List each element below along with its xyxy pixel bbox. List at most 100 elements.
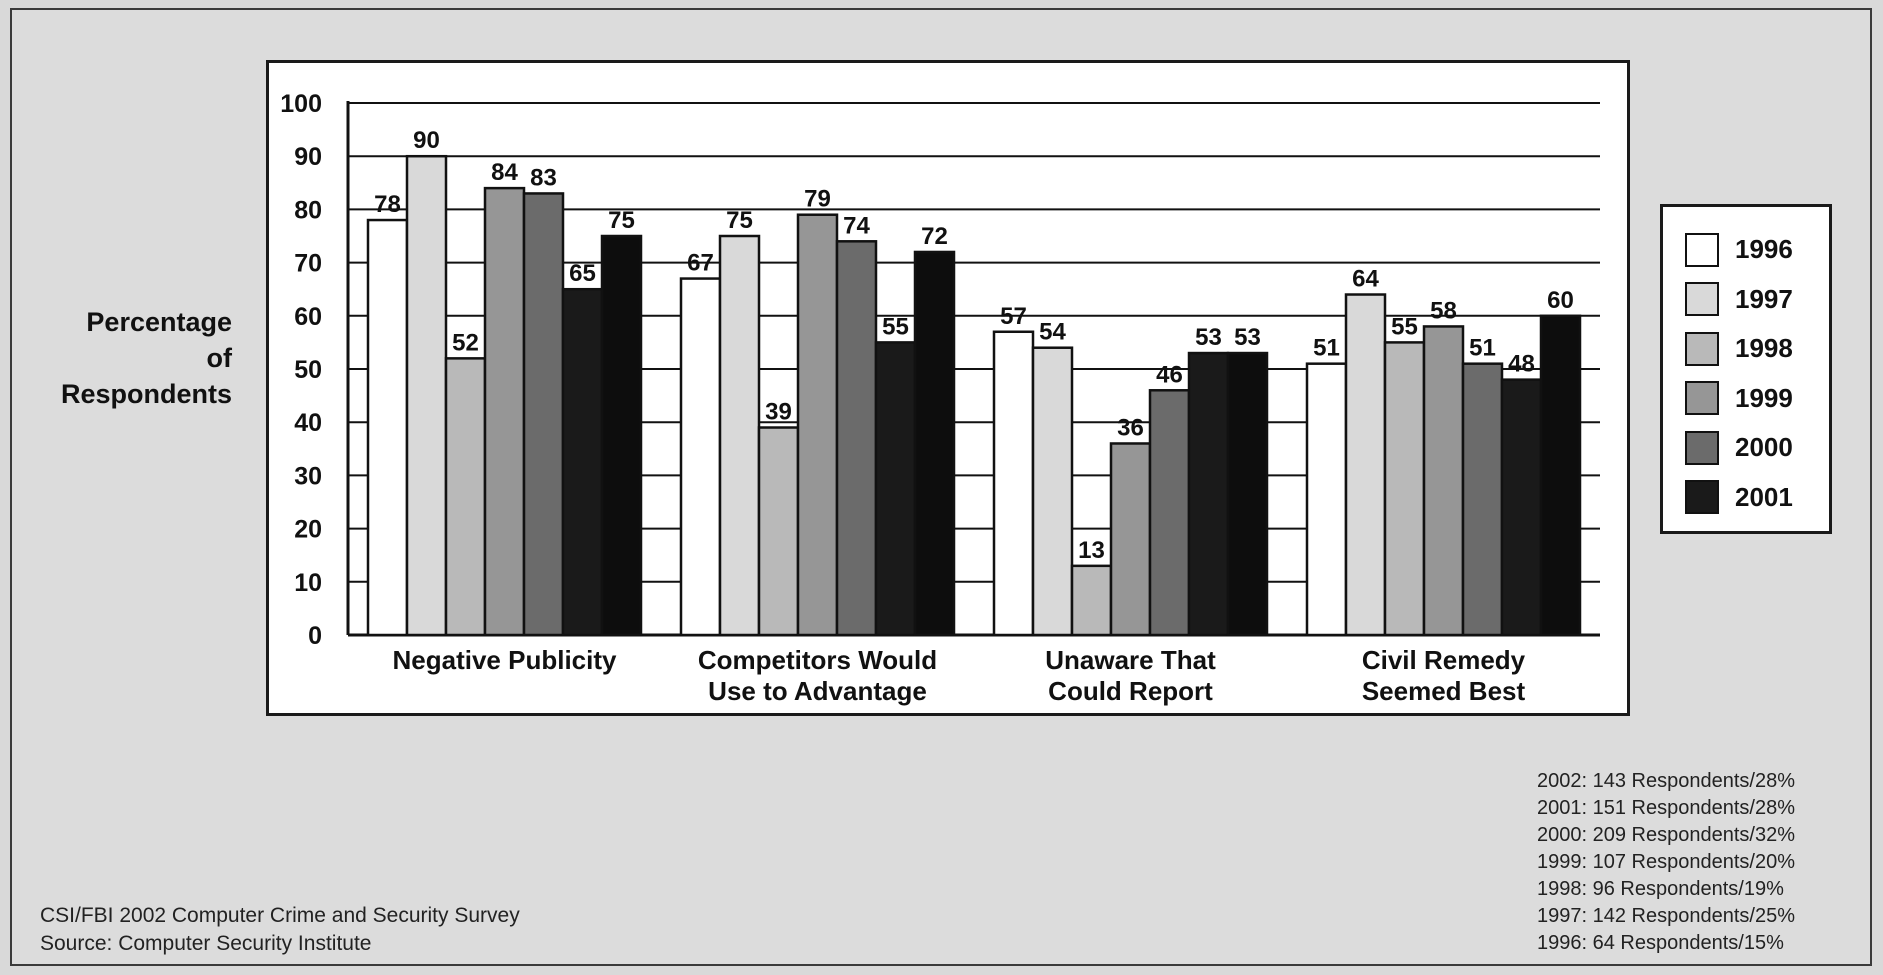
legend-swatch bbox=[1685, 331, 1719, 366]
data-label: 74 bbox=[843, 212, 870, 239]
data-label: 72 bbox=[921, 223, 948, 250]
data-label: 65 bbox=[569, 260, 596, 287]
bar bbox=[522, 192, 565, 637]
bar bbox=[992, 330, 1035, 637]
y-axis-label-line: Respondents bbox=[60, 379, 232, 409]
legend-item: 1998 bbox=[1663, 324, 1829, 374]
bar bbox=[835, 240, 878, 637]
data-label: 55 bbox=[882, 313, 909, 340]
legend-item: 1997 bbox=[1663, 275, 1829, 325]
legend-item: 2000 bbox=[1663, 423, 1829, 473]
category-label: Competitors Would bbox=[698, 645, 937, 675]
y-tick-label: 90 bbox=[294, 143, 322, 171]
bar bbox=[1187, 351, 1230, 637]
bar bbox=[1031, 346, 1074, 637]
legend-label: 1997 bbox=[1735, 283, 1793, 314]
data-label: 53 bbox=[1195, 324, 1222, 351]
bar bbox=[757, 426, 800, 637]
y-tick-label: 100 bbox=[280, 90, 322, 118]
bar bbox=[1070, 564, 1113, 637]
data-label: 83 bbox=[530, 164, 557, 191]
legend-swatch bbox=[1685, 381, 1719, 416]
bar bbox=[483, 186, 526, 637]
data-label: 79 bbox=[804, 186, 831, 213]
data-label: 36 bbox=[1117, 414, 1144, 441]
bar bbox=[913, 250, 956, 637]
data-label: 75 bbox=[726, 207, 753, 234]
y-tick-label: 60 bbox=[294, 303, 322, 331]
y-tick-label: 20 bbox=[294, 516, 322, 544]
data-label: 75 bbox=[608, 207, 635, 234]
data-label: 52 bbox=[452, 329, 479, 356]
bar bbox=[1226, 351, 1269, 637]
bar bbox=[1148, 389, 1191, 637]
bar bbox=[1109, 442, 1152, 637]
bar bbox=[796, 213, 839, 637]
legend-swatch bbox=[1685, 282, 1719, 317]
data-label: 78 bbox=[374, 191, 401, 218]
y-tick-label: 40 bbox=[294, 409, 322, 437]
data-label: 64 bbox=[1352, 266, 1379, 293]
y-tick-label: 70 bbox=[294, 250, 322, 278]
data-label: 67 bbox=[687, 250, 714, 277]
data-label: 51 bbox=[1313, 335, 1340, 362]
legend: 1996 1997 1998 1999 2000 2001 bbox=[1660, 204, 1832, 534]
y-axis-label: Percentage of Respondents bbox=[20, 304, 232, 412]
y-axis-label-line: of bbox=[206, 343, 232, 373]
data-label: 57 bbox=[1000, 303, 1027, 330]
category-label: Use to Advantage bbox=[708, 676, 927, 706]
data-label: 55 bbox=[1391, 313, 1418, 340]
data-label: 58 bbox=[1430, 297, 1457, 324]
legend-swatch bbox=[1685, 232, 1719, 267]
category-label: Civil Remedy bbox=[1362, 645, 1526, 675]
category-label: Unaware That bbox=[1045, 645, 1216, 675]
y-tick-label: 30 bbox=[294, 462, 322, 490]
y-tick-label: 50 bbox=[294, 356, 322, 384]
respondent-counts: 2002: 143 Respondents/28% 2001: 151 Resp… bbox=[1537, 768, 1857, 957]
legend-item: 1996 bbox=[1663, 225, 1829, 275]
data-label: 39 bbox=[765, 399, 792, 426]
respondent-count-line: 1999: 107 Respondents/20% bbox=[1537, 851, 1795, 873]
data-label: 46 bbox=[1156, 361, 1183, 388]
bar bbox=[1539, 314, 1582, 637]
legend-swatch bbox=[1685, 430, 1719, 465]
respondent-count-line: 2001: 151 Respondents/28% bbox=[1537, 797, 1795, 819]
data-label: 60 bbox=[1547, 287, 1574, 314]
data-label: 54 bbox=[1039, 319, 1066, 346]
y-tick-label: 0 bbox=[308, 622, 322, 650]
respondent-count-line: 1997: 142 Respondents/25% bbox=[1537, 905, 1795, 927]
respondent-count-line: 2002: 143 Respondents/28% bbox=[1537, 770, 1795, 792]
legend-label: 2001 bbox=[1735, 481, 1793, 512]
legend-label: 1998 bbox=[1735, 333, 1793, 364]
bar bbox=[1500, 378, 1543, 637]
y-tick-label: 10 bbox=[294, 569, 322, 597]
bar bbox=[405, 154, 448, 637]
respondent-count-line: 2000: 209 Respondents/32% bbox=[1537, 824, 1795, 846]
bar bbox=[366, 218, 409, 637]
data-label: 51 bbox=[1469, 335, 1496, 362]
category-label: Negative Publicity bbox=[393, 645, 617, 675]
data-label: 90 bbox=[413, 127, 440, 154]
data-label: 84 bbox=[491, 159, 518, 186]
bar bbox=[874, 341, 917, 637]
legend-item: 1999 bbox=[1663, 374, 1829, 424]
bar bbox=[718, 234, 761, 637]
bar bbox=[1305, 362, 1348, 637]
respondent-count-line: 1996: 64 Respondents/15% bbox=[1537, 932, 1784, 954]
respondent-count-line: 1998: 96 Respondents/19% bbox=[1537, 878, 1784, 900]
legend-label: 2000 bbox=[1735, 432, 1793, 463]
category-label: Seemed Best bbox=[1362, 676, 1526, 706]
source-notes: CSI/FBI 2002 Computer Crime and Security… bbox=[40, 902, 740, 958]
category-label: Could Report bbox=[1048, 676, 1213, 706]
bar bbox=[1344, 293, 1387, 637]
bar bbox=[444, 357, 487, 637]
data-label: 13 bbox=[1078, 537, 1105, 564]
y-axis-label-line: Percentage bbox=[86, 307, 232, 337]
data-label: 48 bbox=[1508, 351, 1535, 378]
bar bbox=[1422, 325, 1465, 637]
bar bbox=[600, 234, 643, 637]
legend-label: 1996 bbox=[1735, 234, 1793, 265]
legend-label: 1999 bbox=[1735, 382, 1793, 413]
legend-swatch bbox=[1685, 480, 1719, 515]
